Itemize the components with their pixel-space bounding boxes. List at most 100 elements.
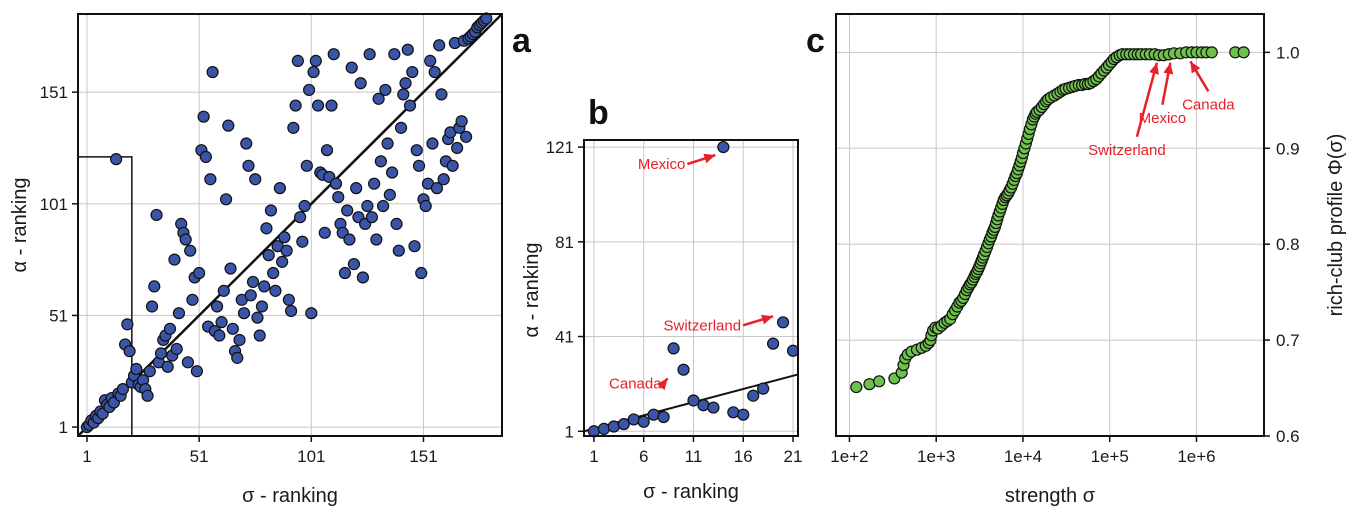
panel-a-data-point	[181, 356, 195, 369]
panel-a-data-point	[412, 159, 426, 172]
panel-b-ytick-label: 1	[565, 422, 574, 441]
panel-a-data-point	[255, 300, 269, 313]
panel-a-data-point	[226, 322, 239, 335]
panel-a-data-point	[354, 77, 367, 90]
panel-c-ytick-label: 0.8	[1276, 235, 1300, 254]
panel-a-data-point	[341, 204, 354, 217]
panel-a-data-point	[332, 190, 345, 204]
panel-a-data-point	[143, 365, 156, 378]
panel-a-data-point	[455, 115, 468, 128]
panel-a-data-point	[269, 284, 282, 297]
panel-a-data-point	[282, 293, 295, 306]
panel-b-ytick-label: 81	[555, 233, 574, 252]
panel-a-data-point	[148, 280, 161, 293]
panel-b-data-point	[627, 413, 640, 426]
panel-a-data-point	[251, 311, 264, 324]
panel-a-data-point	[433, 39, 446, 52]
panel-c-points	[850, 46, 1250, 394]
panel-a-data-point	[163, 322, 177, 335]
panel-b-data-point	[617, 418, 630, 431]
panel-c-xtick-label: 1e+2	[830, 447, 868, 466]
panel-a-data-point	[426, 137, 439, 150]
panel-a-data-point	[345, 61, 358, 74]
panel-a-xtick-label: 151	[409, 447, 437, 466]
panel-a-diagonal-line	[77, 13, 503, 437]
panel-b-annotation-arrow-head	[761, 314, 774, 325]
panel-c-ytick-label: 1.0	[1276, 43, 1300, 62]
panel-a-data-point	[388, 48, 401, 61]
panel-a-data-point	[365, 211, 378, 224]
panel-a-data-point	[406, 65, 419, 79]
panel-b-data-point	[687, 394, 700, 407]
panel-a-data-point	[397, 88, 410, 101]
panel-b-data-point	[747, 389, 760, 402]
panel-c-ticks: 1e+2 1e+3 1e+4 1e+5 1e+6 0.6 0.7 0.8 0.9 1.0	[830, 43, 1299, 466]
panel-a-data-point	[150, 208, 163, 222]
panel-a-xtick-label: 51	[190, 447, 209, 466]
panel-b-xlabel: σ - ranking	[643, 481, 739, 503]
panel-a-data-point	[224, 262, 237, 275]
panel-a-data-point	[253, 329, 266, 342]
panel-a-data-point	[428, 65, 441, 79]
panel-b-data-point	[776, 316, 790, 329]
panel-a-data-point	[170, 342, 183, 356]
panel-a-data-point	[233, 333, 246, 347]
panel-a-frame	[77, 13, 503, 437]
panel-a-data-point	[258, 280, 271, 293]
panel-a-data-point	[309, 54, 322, 67]
panel-c-data-point	[1205, 46, 1218, 59]
panel-b-data-point	[667, 342, 680, 355]
panel-a-data-point	[285, 304, 298, 318]
panel-a-data-point	[430, 182, 444, 195]
panel-a-data-point	[291, 54, 304, 67]
panel-a-ytick-label: 101	[40, 195, 68, 214]
panel-a-data-point	[318, 226, 331, 239]
panel-c-annotation-arrow-head	[1163, 62, 1174, 75]
panel-a-data-point	[363, 48, 376, 61]
panel-a-data-point	[273, 182, 287, 195]
panel-a-data-point	[289, 99, 302, 112]
panel-b-annotations: Mexico Switzerland Canada	[609, 153, 774, 392]
panel-c-ytick-label: 0.9	[1276, 139, 1300, 158]
panel-a-data-point	[302, 83, 316, 97]
panel-a-data-point	[437, 173, 450, 186]
panel-a-data-point	[435, 88, 448, 101]
panel-a-data-point	[145, 300, 159, 313]
panel-b-data-point	[717, 141, 730, 154]
panel-b-points	[587, 141, 800, 438]
panel-b-data-point	[677, 363, 690, 376]
panel-a-data-point	[390, 217, 403, 230]
panel-c-ylabel: rich-club profile Φ(σ)	[1325, 134, 1347, 317]
panel-b-annotation-label: Switzerland	[664, 317, 742, 334]
panel-b-data-point	[597, 422, 611, 435]
panel-b-annotation-label: Mexico	[638, 156, 686, 173]
panel-a-data-point	[190, 365, 203, 378]
panel-a-data-point	[242, 159, 255, 172]
panel-a-data-point	[356, 271, 370, 284]
panel-a-inset-box	[78, 156, 133, 436]
panel-a-data-point	[460, 130, 473, 143]
panel-a-data-point	[300, 159, 313, 172]
panel-a-data-point	[262, 249, 275, 262]
panel-a-data-point	[446, 159, 459, 172]
panel-c-xtick-label: 1e+4	[1004, 447, 1042, 466]
panel-a-data-point	[210, 300, 224, 313]
panel-a-data-point	[480, 12, 493, 25]
panel-b-data-point	[657, 410, 670, 424]
panel-a-data-point	[327, 48, 340, 61]
panel-a-data-point	[244, 289, 257, 302]
panel-b-xtick-label: 21	[784, 447, 803, 466]
panel-a-data-point	[116, 383, 129, 396]
panel-c-xlabel: strength σ	[1005, 485, 1096, 506]
panel-c-ytick-label: 0.7	[1276, 331, 1300, 350]
panel-a-data-point	[154, 347, 168, 360]
panel-a-data-point	[204, 173, 217, 186]
panel-b-data-point	[697, 399, 710, 412]
panel-c-data-point	[873, 375, 886, 388]
panel-b-data-point	[727, 406, 740, 419]
panel-c-label: c	[806, 22, 825, 60]
panel-a-ytick-label: 151	[40, 83, 68, 102]
panel-a-data-point	[401, 43, 414, 56]
